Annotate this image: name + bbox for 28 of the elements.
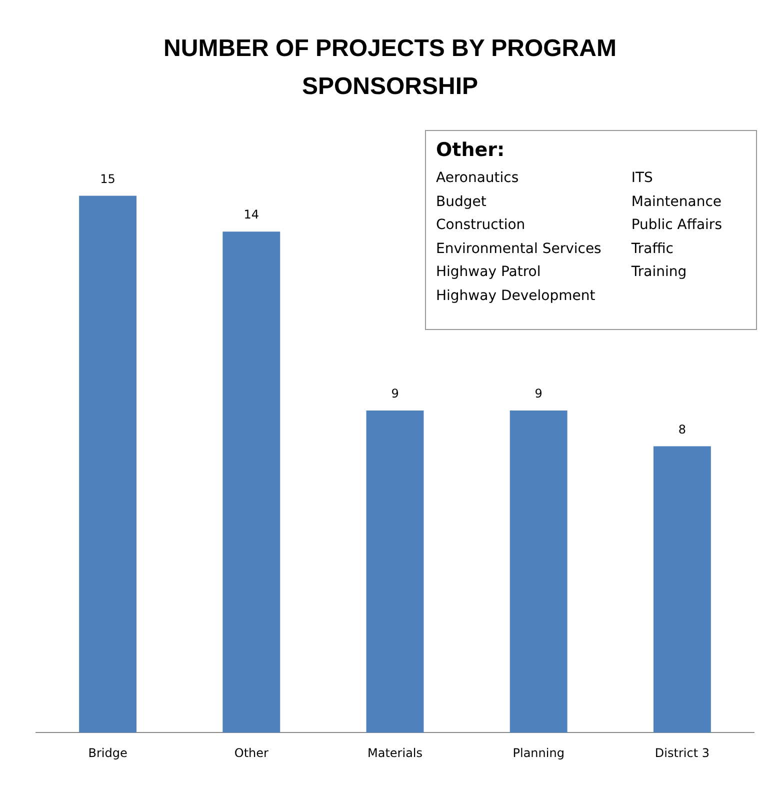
bar	[510, 410, 568, 733]
annotation: Maintenance	[631, 192, 723, 212]
data-label: 9	[534, 386, 542, 401]
data-label: 9	[391, 386, 399, 401]
bar	[653, 446, 711, 733]
annotation: Public Affairs	[631, 216, 723, 235]
x-tick-label: Planning	[512, 746, 564, 760]
data-label: 15	[100, 172, 116, 186]
bar	[222, 232, 280, 733]
chart-title: NUMBER OF PROJECTS BY PROGRAM SPONSORSHIP	[162, 34, 618, 102]
x-tick-label: District 3	[654, 746, 710, 760]
text: ITS	[631, 169, 654, 188]
bar	[366, 410, 424, 733]
annotation: Highway Patrol	[436, 263, 542, 282]
annotation: Training	[631, 263, 688, 282]
bar	[79, 196, 137, 733]
annotation: Budget	[436, 192, 488, 212]
annotation: Construction	[436, 216, 526, 235]
text: Other:	[436, 139, 506, 161]
x-tick-label: Other	[234, 746, 268, 760]
annotation: Traffic	[631, 240, 674, 258]
annotation: Environmental Services	[436, 240, 602, 258]
x-tick-label: Bridge	[88, 746, 128, 760]
annotation: Highway Development	[436, 286, 596, 306]
x-tick-label: Materials	[367, 746, 423, 760]
text: Aeronautics	[436, 169, 520, 188]
data-label: 8	[678, 422, 686, 436]
data-label: 14	[244, 208, 260, 222]
